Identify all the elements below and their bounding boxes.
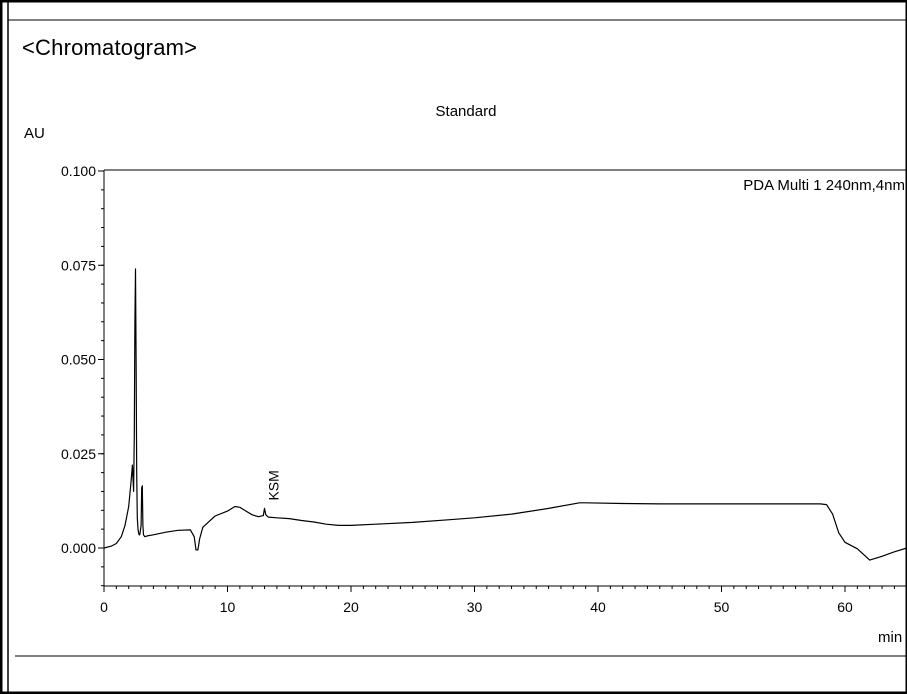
y-tick-label: 0.000 [61,540,96,556]
x-tick-label: 30 [467,599,483,615]
ticks: 0.000 0.025 0.050 0.075 0.100 0 10 20 30 40 50 60 [61,163,907,615]
x-axis-label: min [878,629,902,646]
y-tick-label: 0.050 [61,352,96,368]
x-tick-label: 40 [590,599,606,615]
section-title: <Chromatogram> [22,35,198,60]
y-tick-label: 0.100 [61,163,96,179]
chart-title: Standard [436,103,497,120]
x-tick-label: 50 [714,599,730,615]
x-tick-label: 10 [220,599,236,615]
annotation-layer: KSM [266,470,282,500]
y-tick-label: 0.075 [61,257,96,273]
axes [103,169,907,587]
y-axis-label: AU [24,125,45,142]
x-tick-label: 20 [343,599,359,615]
x-tick-label: 60 [837,599,853,615]
chromatogram-trace [103,268,907,561]
series-layer [103,268,907,561]
y-tick-label: 0.025 [61,446,96,462]
legend-label: PDA Multi 1 240nm,4nm [743,177,905,194]
x-tick-label: 0 [100,599,108,615]
peak-label-ksm: KSM [266,470,282,500]
